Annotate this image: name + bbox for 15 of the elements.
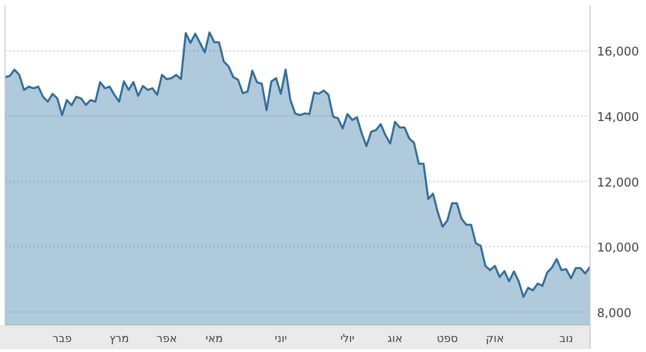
y-tick-label: 8,000 xyxy=(597,306,632,320)
x-tick-label: יולי xyxy=(340,332,355,345)
x-tick-label: יוני xyxy=(274,332,288,345)
x-tick-label: מאי xyxy=(206,332,223,345)
x-tick-label: נוב xyxy=(559,332,574,345)
y-tick-label: 14,000 xyxy=(597,110,639,124)
x-tick-label: מרץ xyxy=(109,332,129,345)
x-tick-label: פבר xyxy=(52,332,72,345)
y-tick-label: 10,000 xyxy=(597,240,639,255)
x-tick-label: ספט xyxy=(436,332,458,345)
x-tick-label: אפר xyxy=(156,332,177,345)
y-tick-label: 16,000 xyxy=(597,44,639,59)
x-tick-label: אוג xyxy=(388,332,402,345)
x-tick-label: אוק xyxy=(486,332,504,345)
y-tick-label: 12,000 xyxy=(597,175,639,190)
